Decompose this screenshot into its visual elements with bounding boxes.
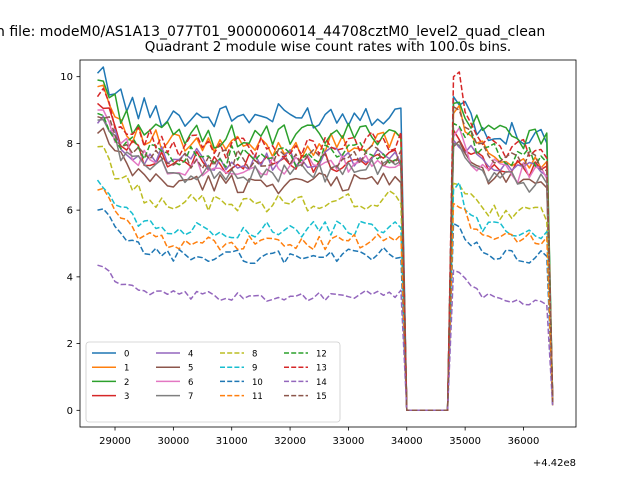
- y-tick-label: 8: [67, 139, 73, 150]
- series-line-9: [96, 179, 554, 412]
- legend-label-15: 15: [316, 392, 327, 402]
- series-line-2: [97, 79, 554, 412]
- series-line-12: [97, 112, 554, 412]
- x-tick-label: 30000: [157, 436, 189, 447]
- legend-label-7: 7: [188, 392, 193, 402]
- axes-frame: [79, 59, 577, 428]
- x-tick-label: 35000: [449, 436, 481, 447]
- x-tick-label: 29000: [99, 436, 131, 447]
- series-line-10: [97, 208, 554, 412]
- x-tick-label: 31000: [216, 436, 248, 447]
- series-line-15: [97, 105, 554, 412]
- legend-label-4: 4: [188, 350, 193, 360]
- y-tick-label: 2: [67, 339, 73, 350]
- x-tick-label: 36000: [508, 436, 540, 447]
- x-offset-label: +4.42e8: [533, 458, 576, 469]
- legend-label-5: 5: [188, 364, 193, 374]
- legend-label-12: 12: [316, 350, 327, 360]
- legend-label-3: 3: [124, 392, 129, 402]
- y-tick-label: 6: [67, 206, 73, 217]
- legend-label-2: 2: [124, 378, 129, 388]
- plot-area: [96, 66, 554, 412]
- series-line-5: [96, 127, 554, 412]
- legend-label-13: 13: [316, 364, 327, 374]
- y-tick-label: 10: [60, 72, 73, 83]
- series-line-14: [97, 264, 554, 412]
- y-tick-label: 0: [67, 406, 73, 417]
- legend-box: [85, 341, 341, 423]
- legend-label-0: 0: [124, 350, 129, 360]
- x-tick-label: 32000: [274, 436, 306, 447]
- series-line-4: [96, 115, 554, 412]
- legend-label-11: 11: [252, 392, 263, 402]
- series-line-11: [97, 187, 554, 412]
- legend-label-14: 14: [316, 378, 327, 388]
- figure-suptitle: n file: modeM0/AS1A13_077T01_9000006014_…: [0, 24, 545, 40]
- series-line-0: [96, 66, 554, 412]
- series-line-7: [97, 118, 554, 412]
- y-tick-label: 4: [67, 272, 73, 283]
- legend-label-1: 1: [124, 364, 129, 374]
- legend-label-10: 10: [252, 378, 263, 388]
- series-line-13: [96, 71, 554, 412]
- legend-label-9: 9: [252, 364, 257, 374]
- legend-label-6: 6: [188, 378, 193, 388]
- series-line-8: [97, 145, 554, 412]
- x-tick-label: 34000: [391, 436, 423, 447]
- x-tick-label: 33000: [333, 436, 365, 447]
- chart-title: Quadrant 2 module wise count rates with …: [145, 39, 511, 55]
- axes: 29000 30000 31000 32000 33000 34000 35000 36000…: [60, 59, 577, 447]
- legend-label-8: 8: [252, 350, 257, 360]
